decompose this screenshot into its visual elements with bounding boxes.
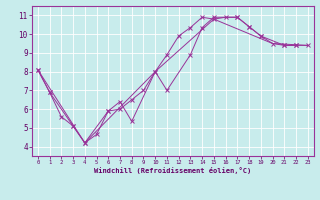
X-axis label: Windchill (Refroidissement éolien,°C): Windchill (Refroidissement éolien,°C) — [94, 167, 252, 174]
